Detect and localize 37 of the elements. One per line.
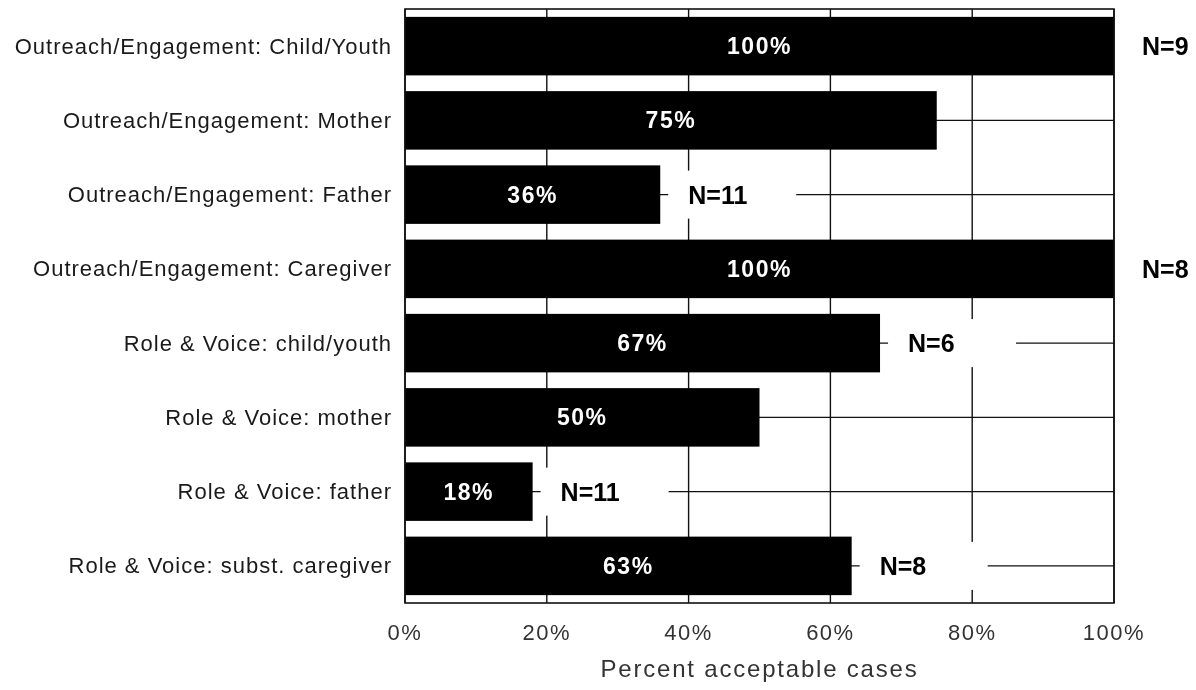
y-tick-label: Role & Voice: mother xyxy=(165,404,392,430)
x-tick-label: 60% xyxy=(806,619,855,645)
bar xyxy=(405,313,881,373)
x-axis-title: Percent acceptable cases xyxy=(600,654,919,682)
y-tick-label: Role & Voice: subst. caregiver xyxy=(68,553,392,579)
x-tick-label: 80% xyxy=(947,619,997,645)
bar xyxy=(405,536,852,596)
data-label: 100% xyxy=(727,255,792,282)
bar xyxy=(405,462,533,521)
annotation: N=11 xyxy=(688,180,748,209)
bar xyxy=(405,16,1114,76)
bar xyxy=(405,165,661,224)
data-label: 75% xyxy=(645,107,697,134)
y-tick-label: Outreach/Engagement: Mother xyxy=(62,107,392,133)
data-label: 50% xyxy=(556,404,608,431)
x-tick-label: 100% xyxy=(1082,619,1146,645)
x-tick-label: 20% xyxy=(522,619,572,645)
annotation: N=8 xyxy=(879,551,927,580)
y-tick-label: Role & Voice: child/youth xyxy=(123,330,392,356)
annotation: N=9 xyxy=(1142,32,1189,61)
data-label: 63% xyxy=(603,552,654,579)
bar xyxy=(405,91,937,150)
annotation: N=6 xyxy=(908,329,955,358)
y-tick-label: Role & Voice: father xyxy=(177,479,392,505)
y-tick-label: Outreach/Engagement: Father xyxy=(67,182,392,208)
data-label: 18% xyxy=(443,478,495,505)
data-label: 36% xyxy=(507,181,558,208)
y-tick-label: Outreach/Engagement: Child/Youth xyxy=(14,33,392,59)
annotation: N=8 xyxy=(1142,254,1189,283)
data-label: 100% xyxy=(727,33,792,60)
bar xyxy=(405,388,760,447)
x-tick-label: 0% xyxy=(387,619,423,645)
bar xyxy=(405,239,1114,299)
y-tick-label: Outreach/Engagement: Caregiver xyxy=(33,256,392,282)
x-tick-label: 40% xyxy=(664,619,713,645)
annotation: N=11 xyxy=(560,477,620,506)
data-label: 67% xyxy=(617,330,668,357)
